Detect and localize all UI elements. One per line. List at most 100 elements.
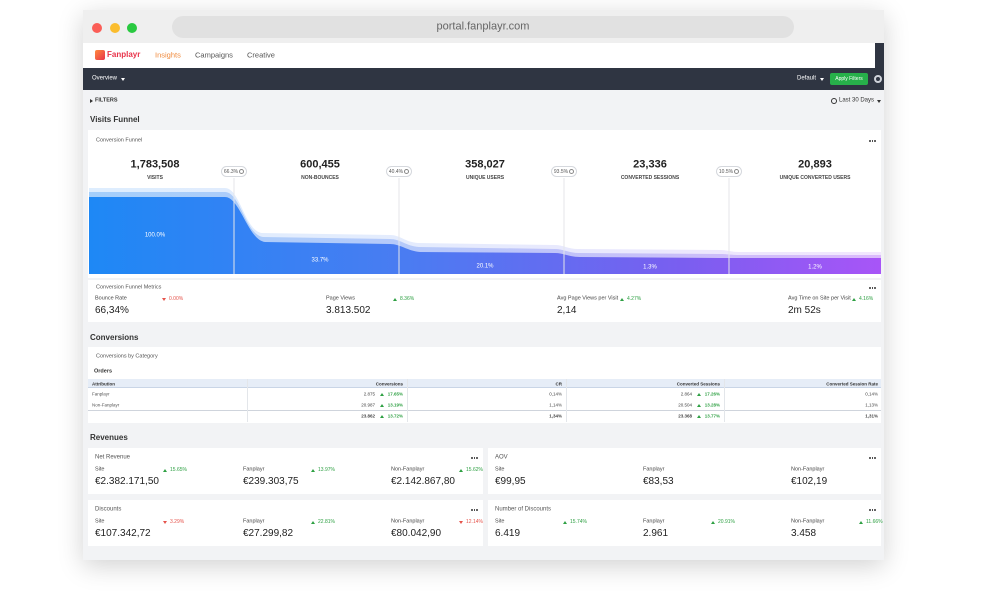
metric-label: Site — [95, 518, 105, 525]
metric-value: €83,53 — [643, 476, 674, 487]
metric-value: €107.342,72 — [95, 528, 151, 539]
metric-value: 2.961 — [643, 528, 669, 539]
menu-dot[interactable] — [473, 457, 476, 459]
metric-label: Site — [495, 466, 505, 473]
metric-value: 3.813.502 — [326, 305, 371, 316]
maximize-dot[interactable] — [127, 23, 137, 33]
card-title: Number of Discounts — [495, 506, 552, 513]
menu-dot[interactable] — [871, 287, 874, 289]
change: 22.81% — [318, 519, 335, 525]
trend-arrow — [563, 520, 567, 524]
card-title: Conversion Funnel Metrics — [96, 284, 162, 291]
metric-label: Fanplayr — [643, 466, 665, 473]
rate: 66.3% — [223, 168, 239, 175]
metric-value: €27.299,82 — [243, 528, 294, 539]
trend-arrow — [163, 520, 167, 524]
menu-dot[interactable] — [476, 509, 478, 511]
rate: 93.5% — [553, 168, 569, 175]
menu-dot[interactable] — [871, 457, 874, 459]
cell: 20.504 — [678, 402, 692, 408]
rate-pill — [386, 166, 412, 177]
info-icon — [404, 169, 409, 174]
apply-label: Apply Filters — [835, 76, 863, 82]
cell: 23.368 — [678, 413, 692, 419]
cell: 23.862 — [361, 413, 375, 419]
change: 4.27% — [627, 296, 642, 302]
date-range[interactable]: Last 30 Days — [839, 97, 875, 104]
change: 11.66% — [866, 519, 883, 525]
metric-label: Non-Fanplayr — [791, 518, 825, 525]
metric-label: Non-Fanplayr — [391, 466, 425, 473]
cell: 2.864 — [680, 391, 692, 397]
metric-value: €99,95 — [495, 476, 526, 487]
change: 15.65% — [170, 467, 187, 473]
change: 8.36% — [400, 296, 415, 302]
trend-arrow — [459, 468, 463, 472]
stage-share: 1.3% — [643, 264, 657, 271]
stage-label: CONVERTED SESSIONS — [620, 175, 680, 181]
menu-dot[interactable] — [871, 140, 874, 142]
stage-value: 600,455 — [300, 158, 340, 171]
column-header: Converted Sessions — [676, 380, 720, 386]
menu-dot[interactable] — [869, 140, 871, 142]
preset-select[interactable]: Default — [797, 75, 817, 82]
metric-label: Avg Page Views per Visit — [557, 295, 619, 302]
menu-dot[interactable] — [874, 509, 876, 511]
menu-dot[interactable] — [476, 457, 478, 459]
cell: 1,14% — [549, 402, 562, 408]
menu-dot[interactable] — [871, 509, 874, 511]
filters-toggle[interactable]: FILTERS — [95, 97, 118, 104]
metric-value: €2.142.867,80 — [391, 476, 455, 487]
apply-button[interactable] — [830, 73, 868, 85]
minimize-dot[interactable] — [110, 23, 120, 33]
cell: 0,14% — [549, 391, 562, 397]
nav-tab[interactable]: Campaigns — [195, 50, 233, 60]
nav-tab[interactable]: Creative — [247, 50, 275, 60]
info-icon — [569, 169, 574, 174]
trend-arrow — [163, 468, 167, 472]
metric-label: Fanplayr — [243, 518, 265, 525]
cell-change: 13.19% — [387, 402, 403, 408]
toggle-arrow — [90, 99, 93, 103]
menu-dot[interactable] — [874, 287, 876, 289]
trend-arrow — [697, 392, 701, 396]
clock-icon — [831, 98, 837, 104]
menu-dot[interactable] — [869, 509, 871, 511]
section-title: Revenues — [90, 433, 128, 443]
rate: 40.4% — [388, 168, 404, 175]
menu-dot[interactable] — [874, 140, 876, 142]
menu-dot[interactable] — [869, 457, 871, 459]
url-bar[interactable] — [172, 16, 794, 38]
close-dot[interactable] — [92, 23, 102, 33]
menu-dot[interactable] — [471, 509, 473, 511]
view-select[interactable]: Overview — [92, 75, 118, 82]
trend-arrow — [311, 520, 315, 524]
revenue-card — [88, 500, 483, 546]
trend-arrow — [380, 392, 384, 396]
menu-dot[interactable] — [874, 457, 876, 459]
stage-label: UNIQUE CONVERTED USERS — [779, 175, 851, 181]
menu-dot[interactable] — [471, 457, 473, 459]
trend-arrow — [711, 520, 715, 524]
column-divider — [566, 379, 567, 422]
metric-label: Page Views — [326, 295, 355, 302]
toolbar — [83, 68, 884, 90]
column-header: CR — [555, 380, 563, 386]
trend-arrow — [311, 468, 315, 472]
settings-icon[interactable] — [874, 75, 882, 83]
card-title: Conversion Funnel — [96, 137, 143, 144]
nav-bar — [83, 43, 884, 68]
metric-value: 2m 52s — [788, 305, 821, 316]
change: 15.74% — [570, 519, 587, 525]
cell: 1,34% — [549, 413, 562, 419]
column-header: Conversions — [375, 380, 403, 386]
nav-tab[interactable]: Insights — [155, 50, 181, 60]
cell-change: 13.77% — [704, 413, 720, 419]
change: 3.29% — [170, 519, 185, 525]
rate-pill — [551, 166, 577, 177]
menu-dot[interactable] — [869, 287, 871, 289]
cell: 20.987 — [361, 402, 375, 408]
metric-value: €102,19 — [791, 476, 828, 487]
menu-dot[interactable] — [473, 509, 476, 511]
